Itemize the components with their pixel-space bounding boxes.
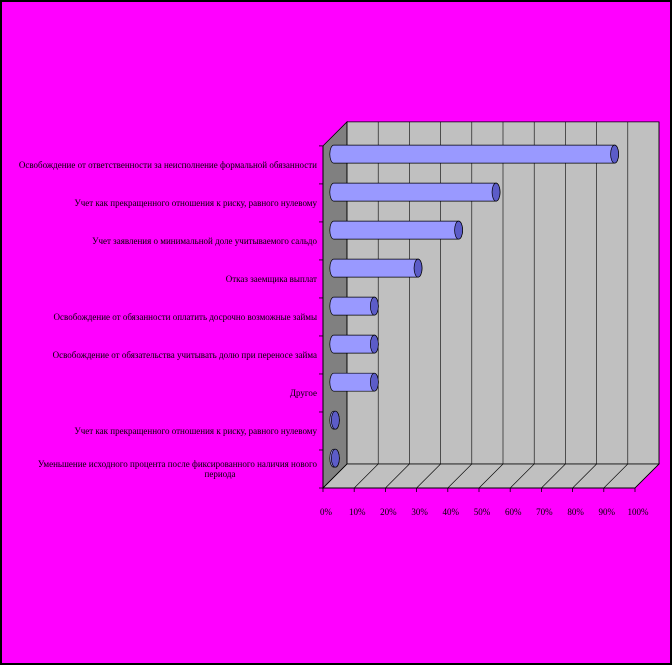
x-tick-label: 50% (474, 507, 491, 517)
x-tick-label: 80% (567, 507, 584, 517)
bar-cap (370, 296, 379, 316)
floor-gridline (416, 463, 441, 489)
bar-body (329, 220, 463, 240)
bar-cap (370, 334, 379, 354)
bar (329, 182, 501, 202)
floor-gridline (634, 463, 660, 489)
bar (329, 220, 463, 240)
gridlines (322, 121, 660, 489)
category-label: Освобождение от обязанности оплатить дос… (54, 312, 317, 322)
floor-gridline (385, 463, 410, 489)
category-label: Учет как прекращенного отношения к риску… (74, 426, 317, 436)
category-label: Освобождение от обязательства учитывать … (53, 350, 317, 360)
category-label: Отказ заемщика выплат (226, 274, 317, 284)
bars (329, 144, 619, 468)
x-tick-label: 60% (505, 507, 522, 517)
bar-cap (454, 220, 463, 240)
category-label: Уменьшение исходного процента после фикс… (38, 459, 318, 479)
category-label: Учет заявления о минимальной доле учитыв… (92, 236, 317, 246)
floor-gridline (353, 463, 379, 489)
bar (329, 448, 340, 468)
bar-cap (331, 410, 340, 430)
category-label: Освобождение от ответственности за неисп… (19, 160, 317, 170)
x-tick-label: 10% (349, 507, 366, 517)
floor-gridline (541, 463, 566, 489)
floor-gridline (447, 463, 473, 489)
x-tick-label: 30% (411, 507, 428, 517)
category-label: Другое (290, 388, 317, 398)
floor-gridline (572, 463, 597, 489)
x-tick-label: 20% (380, 507, 397, 517)
axes (319, 145, 636, 492)
bar-cap (413, 258, 423, 278)
bar (329, 372, 379, 392)
bar-cap (331, 448, 340, 468)
bar-cap (491, 182, 501, 202)
bar (329, 258, 423, 278)
bar (329, 410, 340, 430)
bar-cap (610, 144, 619, 164)
x-tick-label: 100% (628, 507, 650, 517)
x-tick-label: 70% (536, 507, 553, 517)
bar-body (329, 258, 423, 278)
x-tick-labels: 0% 10% 20% 30% 40% 50% 60% 70% 80% 90% 100% (320, 507, 649, 517)
bar-body (329, 182, 501, 202)
x-tick-label: 90% (599, 507, 616, 517)
category-label: Учет как прекращенного отношения к риску… (74, 198, 317, 208)
bar-cap (370, 372, 379, 392)
bar-body (329, 144, 619, 164)
floor-gridline (603, 463, 629, 489)
x-tick-label: 40% (443, 507, 460, 517)
floor-gridline (509, 463, 535, 489)
category-labels: Освобождение от ответственности за неисп… (19, 160, 318, 479)
bar (329, 144, 619, 164)
bar (329, 334, 379, 354)
floor-gridline (478, 463, 504, 489)
x-tick-label: 0% (320, 507, 333, 517)
floor-gridline (322, 463, 348, 489)
bar (329, 296, 379, 316)
